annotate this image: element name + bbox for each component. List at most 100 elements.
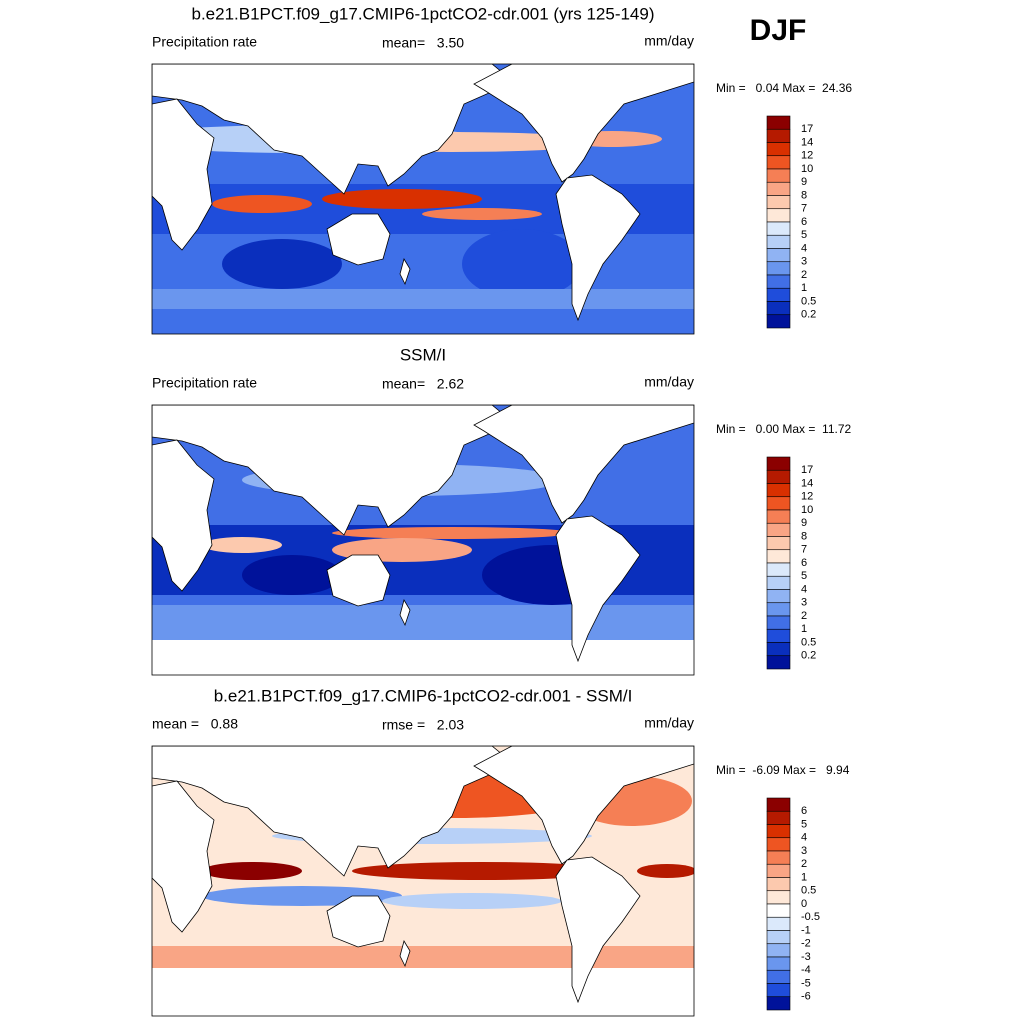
colorbar-label: 8 (801, 189, 807, 201)
field-shade (332, 527, 572, 539)
colorbar-box (766, 301, 791, 316)
map (151, 745, 695, 1017)
colorbar-label: 0 (801, 898, 807, 910)
colorbar-label: 5 (801, 229, 807, 241)
map (151, 404, 695, 676)
field-shade (422, 208, 542, 220)
colorbar-label: -0.5 (801, 911, 820, 923)
colorbar-box (766, 155, 791, 170)
colorbar-label: 3 (801, 845, 807, 857)
colorbar-label: 14 (801, 136, 813, 148)
colorbar-label: 2 (801, 269, 807, 281)
colorbar-label: -4 (801, 964, 811, 976)
colorbar-label: 6 (801, 216, 807, 228)
panel-title: b.e21.B1PCT.f09_g17.CMIP6-1pctCO2-cdr.00… (214, 686, 633, 705)
colorbar-box (766, 522, 791, 537)
field-shade (202, 862, 302, 880)
colorbar-box (766, 615, 791, 630)
colorbar-label: 1 (801, 282, 807, 294)
field-shade (202, 537, 282, 553)
unit-label: mm/day (644, 715, 694, 731)
colorbar-label: 10 (801, 163, 813, 175)
colorbar-box (766, 128, 791, 143)
colorbar-box (766, 655, 791, 670)
colorbar-box (766, 496, 791, 511)
center-label: mean= 2.62 (382, 376, 464, 392)
field-shade (152, 289, 694, 309)
colorbar-label: 8 (801, 530, 807, 542)
field-shade (212, 195, 312, 213)
colorbar-label: 12 (801, 491, 813, 503)
colorbar-label: 5 (801, 818, 807, 830)
map-frame (151, 63, 695, 335)
colorbar-label: -2 (801, 938, 811, 950)
colorbar-label: 1 (801, 871, 807, 883)
field-shade (152, 605, 694, 640)
colorbar-label: 7 (801, 544, 807, 556)
colorbar-box (766, 549, 791, 564)
colorbar-box (766, 562, 791, 577)
colorbar-label: 0.2 (801, 650, 816, 662)
colorbar-label: 4 (801, 832, 807, 844)
colorbar-label: 9 (801, 176, 807, 188)
field-shade (152, 946, 694, 968)
colorbar-label: 0.5 (801, 885, 816, 897)
colorbar-box (766, 195, 791, 210)
colorbar-box (766, 142, 791, 157)
colorbar-label: 2 (801, 610, 807, 622)
colorbar-box (766, 956, 791, 971)
colorbar-label: 0.5 (801, 636, 816, 648)
min-max: Min = 0.00 Max = 11.72 (716, 422, 852, 436)
colorbar-label: 3 (801, 597, 807, 609)
colorbar-box (766, 930, 791, 945)
colorbar-label: 6 (801, 557, 807, 569)
left-label: Precipitation rate (152, 375, 257, 391)
colorbar-box (766, 115, 791, 130)
colorbar-label: 4 (801, 242, 807, 254)
colorbar-box (766, 261, 791, 276)
field-shade (322, 189, 482, 209)
left-label: Precipitation rate (152, 34, 257, 50)
field-shade (637, 864, 694, 878)
colorbar-label: 0.5 (801, 295, 816, 307)
colorbar-box (766, 536, 791, 551)
colorbar-box (766, 589, 791, 604)
colorbar-label: 6 (801, 805, 807, 817)
colorbar-box (766, 456, 791, 471)
panel-title: b.e21.B1PCT.f09_g17.CMIP6-1pctCO2-cdr.00… (191, 4, 654, 23)
colorbar-box (766, 863, 791, 878)
colorbar-box (766, 575, 791, 590)
colorbar-box (766, 969, 791, 984)
unit-label: mm/day (644, 374, 694, 390)
colorbar-label: 1 (801, 623, 807, 635)
colorbar-box (766, 903, 791, 918)
colorbar-label: 7 (801, 203, 807, 215)
colorbar-box (766, 797, 791, 812)
colorbar-box (766, 983, 791, 998)
field-shade (382, 893, 562, 909)
colorbar-label: 17 (801, 123, 813, 135)
colorbar-label: 17 (801, 464, 813, 476)
colorbar-label: 10 (801, 504, 813, 516)
field-shade (152, 968, 694, 1016)
colorbar-box (766, 916, 791, 931)
unit-label: mm/day (644, 33, 694, 49)
colorbar-box (766, 810, 791, 825)
colorbar-box (766, 824, 791, 839)
colorbar-box (766, 943, 791, 958)
colorbar-label: -3 (801, 951, 811, 963)
panel-title: SSM/I (400, 345, 446, 364)
colorbar-box (766, 234, 791, 249)
colorbar-box (766, 602, 791, 617)
colorbar-label: 0.2 (801, 309, 816, 321)
colorbar-box (766, 509, 791, 524)
colorbar-box (766, 996, 791, 1011)
colorbar-box (766, 642, 791, 657)
field-shade (352, 862, 612, 880)
colorbar-label: 9 (801, 517, 807, 529)
colorbar-box (766, 837, 791, 852)
colorbar-box (766, 221, 791, 236)
colorbar-box (766, 168, 791, 183)
center-label: rmse = 2.03 (382, 717, 464, 733)
